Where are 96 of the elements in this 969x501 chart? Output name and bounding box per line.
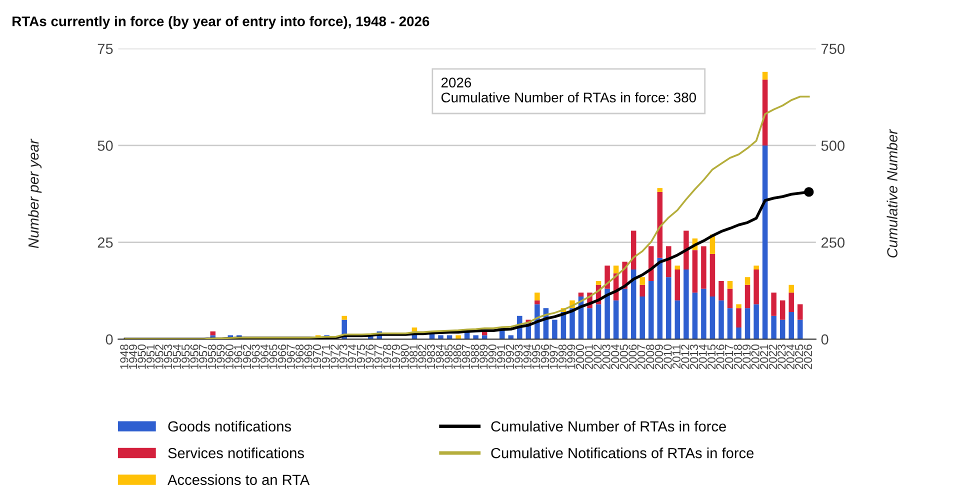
x-tick-label: 2007 xyxy=(637,344,646,370)
x-tick-label: 1958 xyxy=(208,344,216,369)
x-tick-label: 1970 xyxy=(312,344,322,369)
annotation: 2026 Cumulative Number of RTAs in force: 380 xyxy=(441,78,696,102)
x-tick-label: 1979 xyxy=(392,344,400,369)
x-tick-label: 1983 xyxy=(426,344,436,369)
legend-label: Accessions to an RTA xyxy=(168,474,310,485)
x-tick-label: 2020 xyxy=(751,344,760,370)
x-tick-label: 1988 xyxy=(470,344,479,369)
x-tick-label: 1999 xyxy=(567,344,576,369)
x-tick-label: 1993 xyxy=(514,344,523,369)
x-tick-label: 1967 xyxy=(286,344,295,369)
x-tick-label: 1968 xyxy=(295,344,304,369)
x-tick-label: 1981 xyxy=(409,344,418,369)
y2-tick-label: 0 xyxy=(821,334,828,345)
x-tick-label: 2001 xyxy=(584,344,593,370)
x-tick-label: 1965 xyxy=(269,344,278,369)
x-tick-label: 2017 xyxy=(724,344,734,370)
x-tick-label: 1992 xyxy=(506,344,514,369)
x-tick-label: 1961 xyxy=(234,344,242,369)
x-tick-label: 1960 xyxy=(225,344,234,369)
x-tick-label: 1951 xyxy=(146,344,155,369)
x-tick-label: 1953 xyxy=(164,344,172,369)
y2-tick-label: 750 xyxy=(822,44,845,54)
x-tick-label: 2012 xyxy=(681,344,690,370)
x-tick-label: 2011 xyxy=(672,344,681,368)
x-tick-label: 2010 xyxy=(664,344,672,370)
y-tick-label: 25 xyxy=(98,237,113,248)
x-tick-label: 2003 xyxy=(602,344,610,370)
x-tick-label: 1956 xyxy=(190,344,198,369)
x-tick-label: 2000 xyxy=(576,344,584,370)
x-tick-label: 1959 xyxy=(216,344,225,369)
x-tick-label: 2008 xyxy=(646,344,654,370)
x-tick-label: 2026 xyxy=(804,344,812,370)
legend-label: Cumulative Notifications of RTAs in force xyxy=(491,448,754,458)
x-tick-label: 2022 xyxy=(768,344,777,370)
x-tick-label: 2006 xyxy=(628,344,637,370)
chart-title: RTAs currently in force (by year of entry into force), 1948 - 2026 xyxy=(12,16,430,30)
x-tick-label: 1985 xyxy=(444,344,453,369)
y-tick-label: 75 xyxy=(98,44,113,54)
x-tick-label: 1980 xyxy=(400,344,409,369)
x-tick-label: 1949 xyxy=(128,344,138,369)
x-tick-label: 2018 xyxy=(734,344,742,370)
legend-label: Services notifications xyxy=(168,448,304,458)
x-tick-label: 1996 xyxy=(540,344,550,369)
x-tick-label: 1975 xyxy=(356,344,365,369)
x-tick-label: 1973 xyxy=(339,344,348,369)
x-tick-label: 2024 xyxy=(786,344,794,370)
x-tick-label: 1957 xyxy=(199,344,208,369)
y2-tick-label: 250 xyxy=(821,237,845,248)
x-tick-label: 1972 xyxy=(330,344,339,369)
x-tick-label: 1954 xyxy=(172,344,181,369)
x-tick-label: 2002 xyxy=(593,344,602,370)
y-tick-label: 50 xyxy=(98,140,113,151)
x-tick-label: 1976 xyxy=(366,344,374,369)
x-tick-label: 1974 xyxy=(348,344,356,369)
x-tick-label: 1995 xyxy=(532,344,540,369)
x-tick-label: 2009 xyxy=(654,344,663,370)
x-tick-label: 1994 xyxy=(523,344,532,369)
x-tick-label: 1971 xyxy=(322,344,330,369)
x-tick-label: 1977 xyxy=(374,344,383,369)
x-tick-label: 2013 xyxy=(690,344,698,370)
x-tick-label: 1952 xyxy=(155,344,164,369)
y-axis-title: Number per year xyxy=(28,138,42,248)
x-tick-label: 2023 xyxy=(778,344,786,370)
legend-label: Goods notifications xyxy=(168,420,292,432)
y2-axis-title: Cumulative Number xyxy=(886,128,898,258)
x-tick-label: 1997 xyxy=(550,344,558,369)
legend-label: Cumulative Number of RTAs in force xyxy=(491,420,726,432)
x-tick-label: 1982 xyxy=(418,344,426,369)
x-tick-label: 1986 xyxy=(453,344,462,369)
y2-tick-label: 500 xyxy=(821,140,845,151)
x-tick-label: 2014 xyxy=(698,344,707,370)
x-tick-label: 2016 xyxy=(716,344,724,370)
y-tick-label: 0 xyxy=(106,334,113,345)
x-tick-label: 2025 xyxy=(795,344,804,370)
x-tick-label: 2019 xyxy=(742,344,751,370)
x-tick-label: 1991 xyxy=(497,344,506,369)
x-tick-label: 1989 xyxy=(480,344,488,369)
x-tick-label: 2004 xyxy=(610,344,620,370)
x-tick-label: 1963 xyxy=(252,344,260,369)
x-tick-label: 1990 xyxy=(488,344,496,369)
x-tick-label: 1998 xyxy=(558,344,567,369)
x-tick-label: 1987 xyxy=(462,344,470,369)
x-tick-label: 1978 xyxy=(383,344,392,369)
x-tick-label: 1964 xyxy=(260,344,269,369)
x-tick-label: 1955 xyxy=(182,344,190,369)
x-tick-label: 2015 xyxy=(707,344,716,370)
x-tick-label: 1948 xyxy=(120,344,128,369)
x-tick-label: 2021 xyxy=(760,344,768,370)
x-tick-label: 1962 xyxy=(242,344,252,369)
x-tick-label: 1950 xyxy=(138,344,146,369)
x-tick-label: 1966 xyxy=(278,344,286,369)
x-tick-label: 1969 xyxy=(304,344,312,369)
x-tick-label: 2005 xyxy=(620,344,628,370)
x-tick-label: 1984 xyxy=(436,344,444,369)
